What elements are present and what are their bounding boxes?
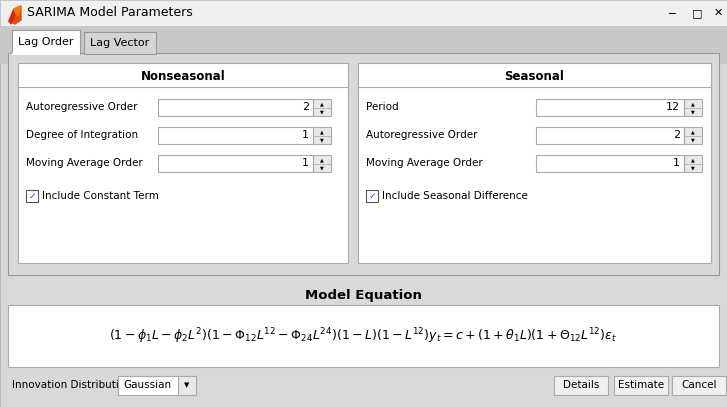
FancyBboxPatch shape [0,0,727,26]
Text: Autoregressive Order: Autoregressive Order [26,102,137,112]
Text: Include Constant Term: Include Constant Term [42,191,159,201]
FancyBboxPatch shape [158,155,313,172]
Text: Lag Vector: Lag Vector [90,38,150,48]
Text: Details: Details [563,381,599,390]
Text: Seasonal: Seasonal [505,70,564,83]
Text: ▲: ▲ [691,129,695,134]
Text: Gaussian: Gaussian [123,381,171,390]
Text: Degree of Integration: Degree of Integration [26,130,138,140]
Text: Moving Average Order: Moving Average Order [26,158,142,168]
FancyBboxPatch shape [684,99,702,116]
Text: Model Equation: Model Equation [305,289,422,302]
Text: ▲: ▲ [320,101,324,106]
FancyBboxPatch shape [536,99,684,116]
Text: Innovation Distribution: Innovation Distribution [12,380,132,390]
FancyBboxPatch shape [358,63,711,263]
Text: ▼: ▼ [320,165,324,170]
FancyBboxPatch shape [313,99,331,116]
FancyBboxPatch shape [536,155,684,172]
FancyBboxPatch shape [536,127,684,144]
FancyBboxPatch shape [26,190,38,202]
Text: 1: 1 [673,158,680,168]
FancyBboxPatch shape [118,376,196,395]
FancyBboxPatch shape [0,26,727,407]
Text: SARIMA Model Parameters: SARIMA Model Parameters [27,7,193,20]
Polygon shape [9,9,16,24]
FancyBboxPatch shape [158,127,313,144]
Text: ▲: ▲ [691,157,695,162]
Text: ▼: ▼ [320,109,324,114]
Text: 2: 2 [673,131,680,140]
FancyBboxPatch shape [313,127,331,144]
FancyBboxPatch shape [84,32,156,54]
Text: ✓: ✓ [369,192,376,201]
FancyBboxPatch shape [554,376,608,395]
Text: 12: 12 [666,103,680,112]
Text: ✓: ✓ [28,192,36,201]
FancyBboxPatch shape [672,376,726,395]
Text: ▲: ▲ [691,101,695,106]
FancyBboxPatch shape [684,127,702,144]
Text: ▼: ▼ [185,383,190,389]
Text: □: □ [692,8,702,18]
Polygon shape [14,6,21,16]
Text: 2: 2 [302,103,309,112]
Text: Include Seasonal Difference: Include Seasonal Difference [382,191,528,201]
Text: ▼: ▼ [320,137,324,142]
Text: Autoregressive Order: Autoregressive Order [366,130,478,140]
FancyBboxPatch shape [158,99,313,116]
FancyBboxPatch shape [8,53,719,275]
Text: Moving Average Order: Moving Average Order [366,158,483,168]
Text: ✕: ✕ [713,8,723,18]
Text: Cancel: Cancel [681,381,717,390]
Text: ▼: ▼ [691,109,695,114]
FancyBboxPatch shape [178,376,196,395]
Polygon shape [9,6,21,24]
FancyBboxPatch shape [8,305,719,367]
Text: Estimate: Estimate [618,381,664,390]
Text: Nonseasonal: Nonseasonal [140,70,225,83]
FancyBboxPatch shape [366,190,378,202]
FancyBboxPatch shape [614,376,668,395]
Text: Lag Order: Lag Order [18,37,73,47]
FancyBboxPatch shape [18,63,348,263]
Text: ─: ─ [669,8,675,18]
Text: 1: 1 [302,158,309,168]
FancyBboxPatch shape [0,26,727,64]
FancyBboxPatch shape [684,155,702,172]
Text: ▼: ▼ [691,165,695,170]
FancyBboxPatch shape [313,155,331,172]
FancyBboxPatch shape [12,30,80,54]
Text: Period: Period [366,102,398,112]
Text: ▲: ▲ [320,157,324,162]
Text: ▼: ▼ [691,137,695,142]
Text: 1: 1 [302,131,309,140]
Text: ▲: ▲ [320,129,324,134]
Text: $(1-\phi_1 L-\phi_2 L^2)(1-\Phi_{12}L^{12}-\Phi_{24}L^{24})(1-L)(1-L^{12})y_t=c+: $(1-\phi_1 L-\phi_2 L^2)(1-\Phi_{12}L^{1… [109,326,617,346]
